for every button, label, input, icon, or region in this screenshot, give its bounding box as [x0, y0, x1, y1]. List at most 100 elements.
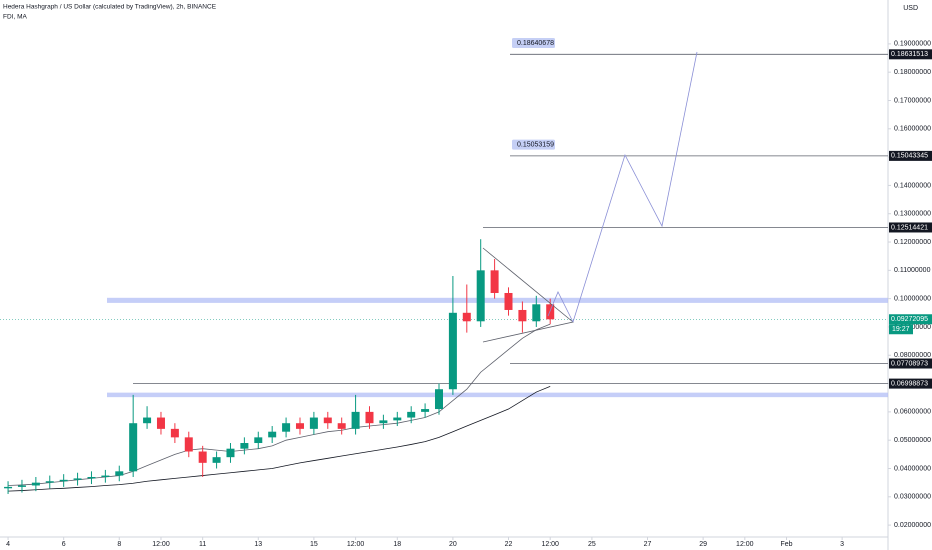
- candle-body: [518, 309, 527, 322]
- axis-unit: USD: [903, 5, 918, 12]
- x-tick-label: 12:00: [152, 541, 170, 548]
- level-label: 0.06998873: [891, 380, 928, 387]
- y-tick-label: 0.03000000: [894, 494, 931, 501]
- countdown-label: 19:27: [892, 326, 910, 333]
- header-indicators: FDI, MA: [3, 14, 27, 21]
- level-label: 0.18631513: [891, 51, 928, 58]
- last-price-box: [889, 314, 932, 325]
- candle-body: [337, 423, 346, 429]
- candle-body: [87, 476, 96, 479]
- x-tick-label: 12:00: [347, 541, 365, 548]
- candle-body: [365, 411, 374, 424]
- candle-body: [448, 312, 457, 390]
- level-label: 0.12514421: [891, 224, 928, 231]
- x-tick-label: 25: [588, 541, 596, 548]
- zone: [107, 392, 888, 398]
- y-tick-label: 0.19000000: [894, 41, 931, 48]
- x-tick-label: 29: [699, 541, 707, 548]
- candle-body: [31, 482, 40, 486]
- moving-average: [8, 323, 551, 486]
- plot: [0, 53, 888, 494]
- candle-body: [212, 457, 221, 463]
- y-tick-label: 0.12000000: [894, 239, 931, 246]
- candle-body: [143, 417, 152, 424]
- x-tick-label: 22: [505, 541, 513, 548]
- header-title: Hedera Hashgraph / US Dollar (calculated…: [3, 4, 217, 11]
- y-tick-label: 0.10000000: [894, 295, 931, 302]
- candle-body: [546, 304, 555, 320]
- candle-body: [504, 292, 513, 310]
- candle-body: [156, 417, 165, 429]
- level-label-box: [889, 49, 932, 60]
- candle-body: [462, 312, 471, 322]
- candle-body: [240, 443, 249, 449]
- zone: [107, 297, 888, 303]
- y-tick-label: 0.13000000: [894, 211, 931, 218]
- y-tick-label: 0.04000000: [894, 465, 931, 472]
- annotation-label: 0.18640678: [517, 40, 554, 47]
- y-tick-label: 0.08000000: [894, 352, 931, 359]
- candle-body: [129, 423, 138, 472]
- annotation-label: 0.15053159: [517, 141, 554, 148]
- candle-body: [73, 478, 82, 480]
- candle-body: [407, 411, 416, 418]
- level-label-box: [889, 150, 932, 161]
- y-tick-label: 0.11000000: [894, 267, 931, 274]
- x-tick-label: 13: [254, 541, 262, 548]
- candle-body: [268, 431, 277, 438]
- last-price-label: 0.09272095: [891, 316, 928, 323]
- candle-body: [4, 486, 13, 489]
- x-tick-label: 18: [393, 541, 401, 548]
- x-tick-label: 3: [840, 541, 844, 548]
- x-tick-label: 20: [449, 541, 457, 548]
- level-label-box: [889, 378, 932, 389]
- candle-body: [226, 448, 235, 458]
- candle-body: [45, 481, 54, 483]
- level-label: 0.15043345: [891, 153, 928, 160]
- candle-body: [379, 420, 388, 424]
- candle-body: [323, 417, 332, 424]
- candle-body: [282, 423, 291, 432]
- candle-body: [351, 411, 360, 429]
- candle-body: [17, 485, 26, 487]
- candle-body: [490, 270, 499, 293]
- candle-body: [254, 437, 263, 444]
- candle-body: [101, 475, 110, 477]
- candle-body: [170, 428, 179, 438]
- y-tick-label: 0.17000000: [894, 97, 931, 104]
- y-tick-label: 0.18000000: [894, 69, 931, 76]
- candle-body: [115, 471, 124, 476]
- x-tick-label: 8: [117, 541, 121, 548]
- countdown-box: [889, 324, 913, 335]
- x-tick-label: 12:00: [736, 541, 754, 548]
- y-tick-label: 0.02000000: [894, 522, 931, 529]
- level-label-box: [889, 358, 932, 369]
- candle-body: [393, 417, 402, 421]
- candle-body: [59, 479, 68, 482]
- x-tick-label: 11: [199, 541, 206, 548]
- y-tick-label: 0.14000000: [894, 182, 931, 189]
- x-tick-label: Feb: [780, 541, 792, 548]
- y-tick-label: 0.16000000: [894, 126, 931, 133]
- x-tick-label: 6: [62, 541, 66, 548]
- x-tick-label: 15: [310, 541, 318, 548]
- annotation-box: [512, 38, 555, 49]
- candle-body: [434, 389, 443, 410]
- candle-body: [421, 409, 430, 412]
- candle-body: [532, 304, 541, 322]
- candle-body: [198, 451, 207, 463]
- moving-average: [8, 386, 551, 492]
- candle-body: [309, 417, 318, 429]
- candle-body: [295, 423, 304, 429]
- annotation-box: [512, 139, 555, 150]
- y-tick-label: 0.05000000: [894, 437, 931, 444]
- projection-path: [572, 51, 698, 323]
- y-tick-label: 0.06000000: [894, 409, 931, 416]
- x-tick-label: 4: [6, 541, 10, 548]
- x-tick-label: 12:00: [541, 541, 559, 548]
- candle-body: [476, 270, 485, 322]
- level-label-box: [889, 222, 932, 233]
- candle-body: [184, 437, 193, 452]
